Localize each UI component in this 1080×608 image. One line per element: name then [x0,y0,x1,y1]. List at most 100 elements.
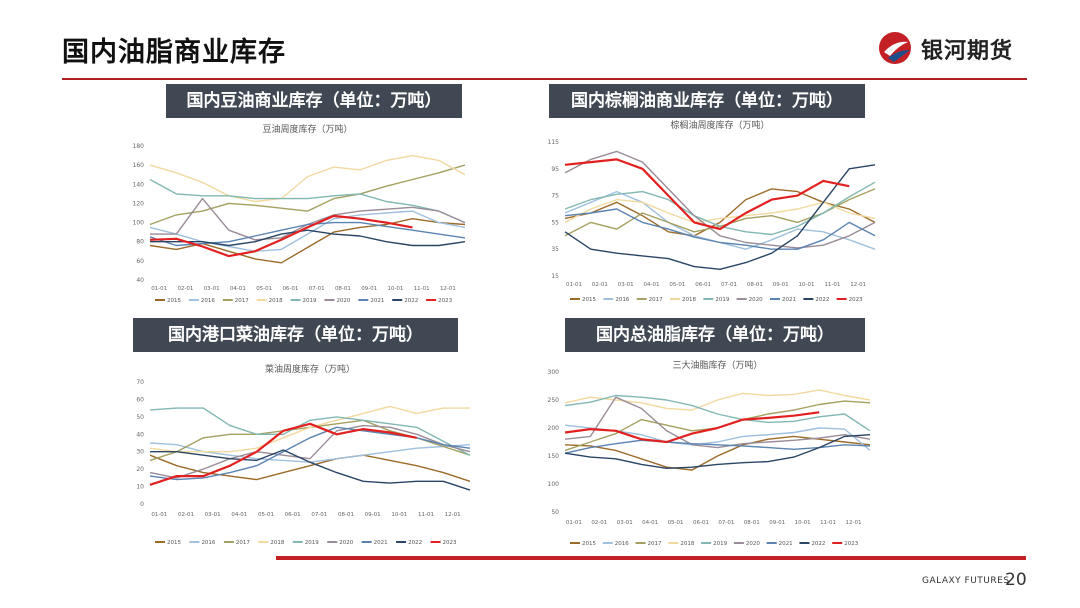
x-tick-label: 05-01 [256,286,272,292]
legend-label-2016: 2016 [615,297,629,303]
legend-label-2018: 2018 [270,540,284,546]
y-tick-label: 70 [136,379,144,386]
series-line-2020 [564,396,871,449]
series-line-2022 [150,449,471,491]
legend-label-2020: 2020 [746,541,760,547]
y-tick-label: 200 [548,425,560,432]
legend-label-2019: 2019 [715,297,729,303]
legend-label-2017: 2017 [236,540,250,546]
page-title: 国内油脂商业库存 [62,37,286,68]
legend-label-2021: 2021 [779,541,793,547]
x-tick-label: 08-01 [335,286,351,292]
legend-label-2021: 2021 [370,298,384,304]
x-tick-label: 08-01 [744,520,760,526]
x-tick-label: 11-01 [414,286,430,292]
legend-label-2022: 2022 [404,298,418,304]
legend-label-2023: 2023 [844,541,858,547]
legend-label-2015: 2015 [582,297,596,303]
legend-label-2015: 2015 [582,541,596,547]
y-tick-label: 50 [551,509,559,516]
brand-name: 银河期货 [921,39,1014,64]
x-tick-label: 11-01 [824,282,840,288]
legend-label-2016: 2016 [201,298,215,304]
series-line-2022 [564,434,871,470]
legend-label-2023: 2023 [438,298,452,304]
y-tick-label: 10 [136,484,144,491]
series-line-2021 [564,208,876,250]
footer-divider [276,556,1026,560]
x-tick-label: 06-01 [282,286,298,292]
series-line-2018 [564,389,871,411]
page-number: 20 [1005,570,1027,590]
legend-label-2018: 2018 [269,298,283,304]
x-tick-label: 09-01 [769,520,785,526]
chart-panel-total: 国内总油脂库存（单位：万吨） 三大油脂库存（万吨） 50 100 150 200 250 3… [545,318,1005,547]
galaxy-logo-icon [879,32,911,64]
x-tick-label: 01-01 [566,520,582,526]
x-tick-label: 07-01 [721,282,737,288]
y-tick-label: 15 [551,273,559,280]
y-tick-label: 50 [136,414,144,421]
x-tick-label: 03-01 [204,286,220,292]
y-tick-label: 35 [551,246,559,253]
legend-label-2022: 2022 [811,541,825,547]
x-tick-label: 12-01 [850,282,866,288]
x-tick-label: 03-01 [618,282,634,288]
x-tick-label: 03-01 [617,520,633,526]
legend-label-2022: 2022 [815,297,829,303]
y-tick-label: 120 [133,200,145,207]
y-tick-label: 300 [548,369,560,376]
x-tick-label: 11-01 [820,520,836,526]
x-tick-label: 03-01 [205,512,221,518]
x-tick-label: 04-01 [230,286,246,292]
series-line-2022 [150,229,466,247]
x-tick-label: 04-01 [231,512,247,518]
series-line-2016 [564,190,876,250]
legend-label-2021: 2021 [374,540,388,546]
y-tick-label: 80 [136,239,144,246]
chart-title: 三大油脂库存（万吨） [672,359,762,371]
x-tick-label: 02-01 [591,520,607,526]
x-tick-label: 06-01 [695,282,711,288]
series-line-2022 [564,164,876,271]
x-tick-label: 12-01 [845,520,861,526]
y-tick-label: 55 [551,219,559,226]
legend-label-2019: 2019 [303,298,317,304]
x-tick-label: 05-01 [669,282,685,288]
y-tick-label: 30 [136,449,144,456]
y-tick-label: 60 [136,258,144,265]
x-tick-label: 02-01 [592,282,608,288]
legend-label-2023: 2023 [443,540,457,546]
x-tick-label: 05-01 [258,512,274,518]
legend-label-2016: 2016 [615,541,629,547]
legend-label-2021: 2021 [782,297,796,303]
legend-label-2023: 2023 [849,297,863,303]
legend-label-2022: 2022 [408,540,422,546]
x-tick-label: 07-01 [309,286,325,292]
legend-label-2017: 2017 [235,298,249,304]
series-line-2023 [149,214,413,258]
chart-title: 棕榈油周度库存（万吨） [670,119,769,131]
y-tick-label: 160 [133,162,145,169]
panel-header: 国内港口菜油库存（单位：万吨） [133,318,458,352]
series-line-2019 [149,178,466,224]
legend-label-2018: 2018 [680,541,694,547]
series-line-2020 [564,150,876,249]
series-line-2023 [564,158,850,231]
series-line-2017 [564,400,871,452]
panel-header: 国内豆油商业库存（单位：万吨） [166,84,462,118]
chart-palm: 棕榈油周度库存（万吨） 15 35 55 75 95 115 01-01 02-01 03-01 0… [548,119,876,303]
x-tick-label: 02-01 [178,512,194,518]
series-line-2015 [564,435,871,471]
y-tick-label: 40 [136,431,144,438]
y-tick-label: 60 [136,396,144,403]
legend-label-2017: 2017 [649,297,663,303]
x-tick-label: 01-01 [151,512,167,518]
legend-label-2020: 2020 [336,298,350,304]
x-tick-label: 12-01 [445,512,461,518]
series-line-2018 [149,154,466,203]
series-line-2019 [564,181,876,236]
series-line-2023 [149,422,417,486]
x-tick-label: 10-01 [387,286,403,292]
legend-label-2019: 2019 [305,540,319,546]
